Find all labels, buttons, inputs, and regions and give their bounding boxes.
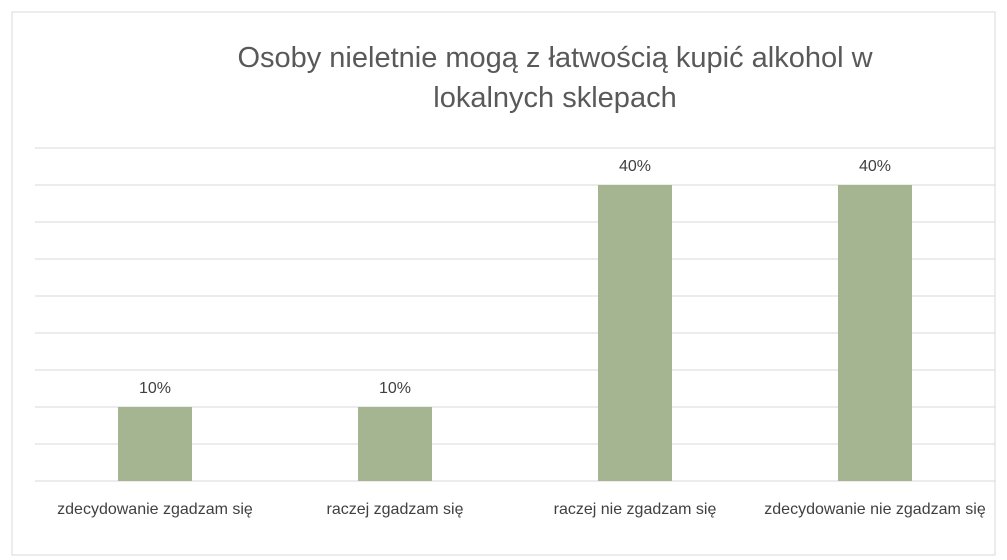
bar <box>358 407 432 481</box>
bar <box>118 407 192 481</box>
x-tick-label: zdecydowanie nie zgadzam się <box>764 501 986 518</box>
x-tick-label: raczej nie zgadzam się <box>553 501 717 518</box>
data-label: 10% <box>379 380 411 397</box>
data-label: 40% <box>619 158 651 175</box>
chart-title: Osoby nieletnie mogą z łatwością kupić a… <box>237 42 873 114</box>
bar <box>598 185 672 481</box>
data-label: 10% <box>139 380 171 397</box>
bar <box>838 185 912 481</box>
data-label: 40% <box>859 158 891 175</box>
x-tick-label: zdecydowanie zgadzam się <box>57 501 253 518</box>
x-tick-label: raczej zgadzam się <box>326 501 464 518</box>
